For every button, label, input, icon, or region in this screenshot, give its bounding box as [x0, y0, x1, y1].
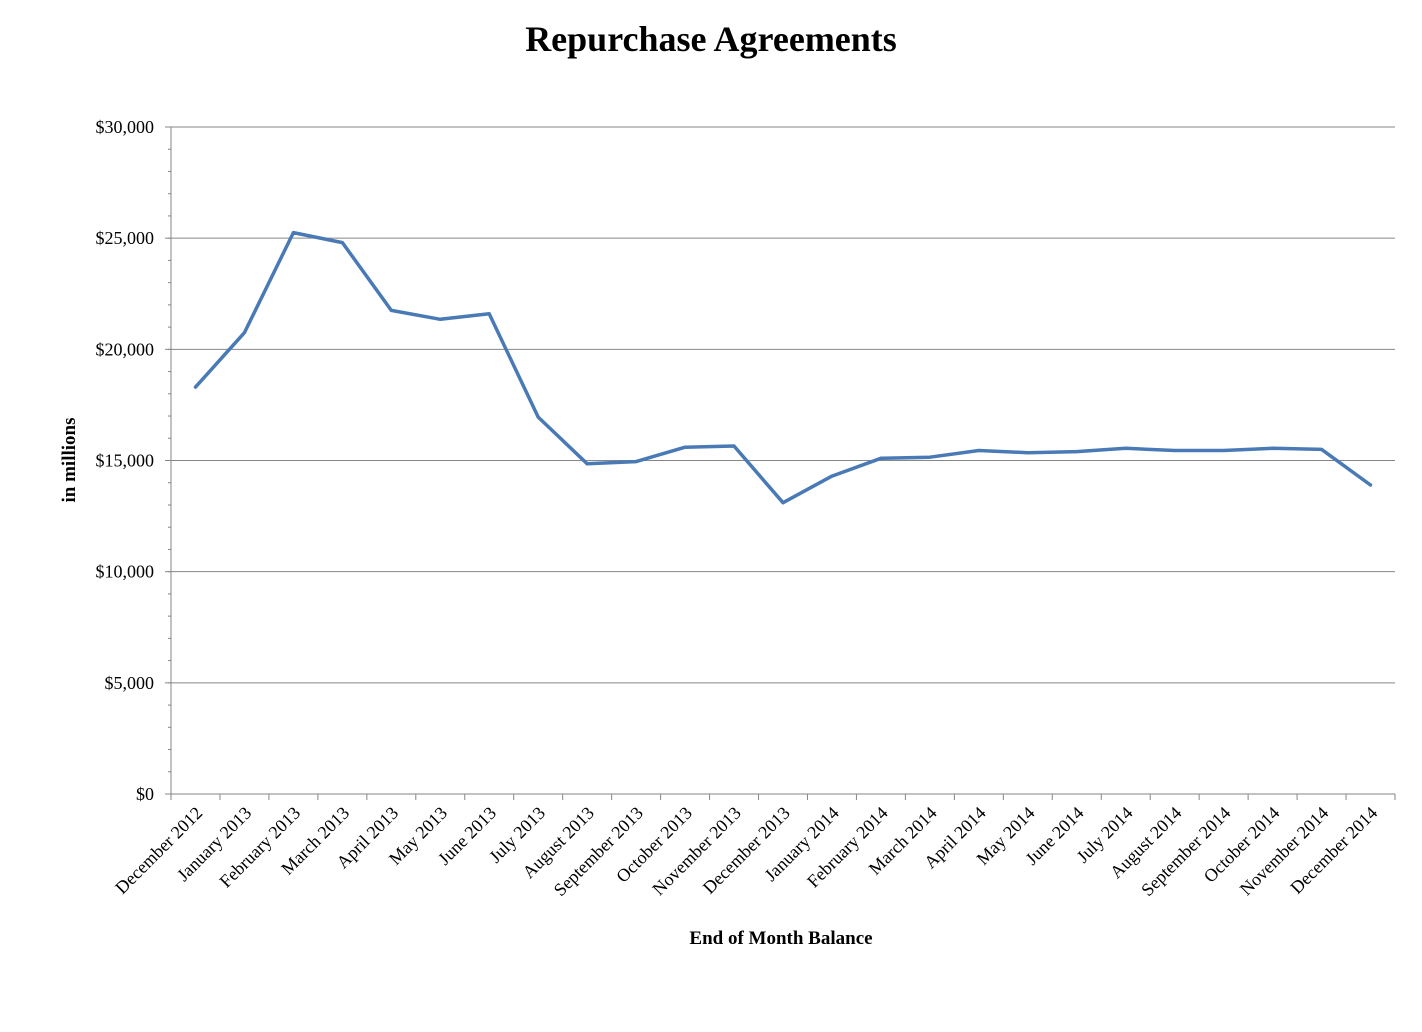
x-tick-label: December 2014 — [1286, 803, 1381, 898]
data-point — [1173, 448, 1177, 452]
data-point — [1271, 446, 1275, 450]
y-tick-label: $5,000 — [105, 673, 155, 693]
data-point — [1320, 447, 1324, 451]
axes — [165, 126, 1396, 800]
data-point — [879, 456, 883, 460]
data-point — [1124, 446, 1128, 450]
y-axis-title: in millions — [59, 418, 80, 503]
data-point — [1075, 450, 1079, 454]
series-line — [193, 230, 1373, 505]
data-point — [683, 445, 687, 449]
data-point — [1369, 483, 1373, 487]
y-tick-label: $0 — [136, 784, 154, 804]
chart-title: Repurchase Agreements — [525, 19, 897, 59]
x-axis-title: End of Month Balance — [689, 928, 872, 949]
y-axis-tick-labels: $0 $5,000 $10,000 $15,000 $20,000 $25,000 $30,… — [96, 117, 155, 804]
data-point — [193, 385, 197, 389]
data-point — [242, 331, 246, 335]
data-point — [781, 501, 785, 505]
data-point — [536, 415, 540, 419]
data-point — [585, 462, 589, 466]
x-tick-label: December 2013 — [699, 803, 794, 898]
data-point — [438, 317, 442, 321]
data-point — [977, 448, 981, 452]
series-group — [193, 230, 1373, 505]
data-point — [1026, 451, 1030, 455]
y-tick-label: $30,000 — [96, 117, 155, 137]
data-point — [928, 455, 932, 459]
data-point — [291, 231, 295, 235]
data-point — [830, 474, 834, 478]
data-point — [634, 460, 638, 464]
data-point — [1222, 448, 1226, 452]
y-tick-label: $20,000 — [96, 339, 155, 359]
y-tick-label: $15,000 — [96, 451, 155, 471]
gridlines — [171, 126, 1395, 684]
y-tick-label: $25,000 — [96, 228, 155, 248]
x-tick-label: December 2012 — [111, 803, 206, 898]
data-point — [389, 308, 393, 312]
data-point — [732, 444, 736, 448]
data-point — [340, 241, 344, 245]
y-tick-label: $10,000 — [96, 562, 155, 582]
data-point — [487, 312, 491, 316]
